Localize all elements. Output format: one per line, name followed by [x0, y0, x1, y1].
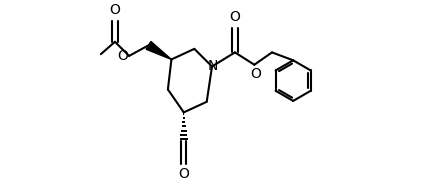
Text: O: O: [117, 49, 128, 63]
Text: O: O: [179, 167, 189, 181]
Text: O: O: [229, 10, 240, 24]
Text: N: N: [208, 59, 218, 73]
Polygon shape: [146, 41, 171, 59]
Text: O: O: [250, 67, 261, 81]
Text: O: O: [109, 3, 120, 17]
